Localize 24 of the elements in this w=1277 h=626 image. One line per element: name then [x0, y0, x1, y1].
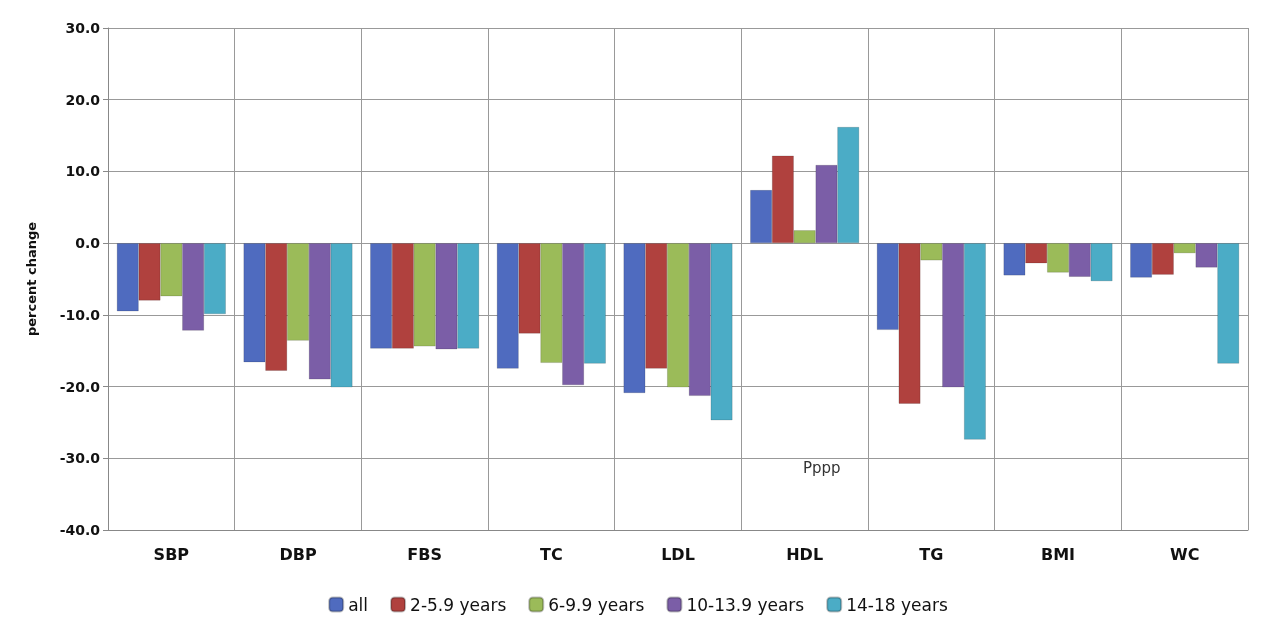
y-tick-label: 10.0	[65, 163, 101, 180]
y-tick-label: -10.0	[59, 306, 101, 323]
y-axis-title: percent change	[24, 221, 39, 337]
x-tick-label: LDL	[661, 544, 695, 564]
x-tick-label: HDL	[786, 544, 824, 564]
y-tick-label: 0.0	[75, 235, 101, 252]
legend-label: all	[348, 594, 369, 615]
y-tick-label: -40.0	[59, 522, 101, 538]
legend-label: 10-13.9 years	[686, 594, 805, 615]
y-tick-label: -20.0	[59, 378, 101, 395]
annotation: Pppp	[803, 458, 841, 477]
x-tick-label: SBP	[153, 544, 190, 564]
x-tick-label: BMI	[1040, 544, 1076, 564]
y-tick-label: 30.0	[65, 20, 101, 36]
legend-label: 14-18 years	[846, 594, 948, 615]
x-tick-label: WC	[1169, 544, 1200, 564]
x-tick-label: TC	[540, 544, 563, 564]
x-tick-label: FBS	[407, 544, 442, 564]
x-tick-label: TG	[919, 544, 944, 564]
legend-label: 2-5.9 years	[410, 594, 507, 615]
x-tick-label: DBP	[279, 544, 317, 564]
legend-label: 6-9.9 years	[548, 594, 645, 615]
y-tick-label: 20.0	[65, 91, 101, 108]
y-tick-label: -30.0	[59, 450, 101, 467]
